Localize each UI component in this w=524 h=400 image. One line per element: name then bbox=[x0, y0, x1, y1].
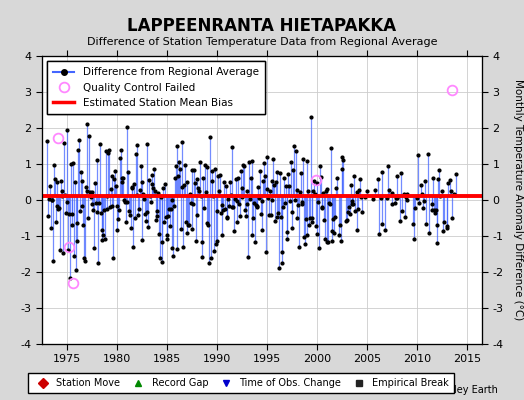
Y-axis label: Monthly Temperature Anomaly Difference (°C): Monthly Temperature Anomaly Difference (… bbox=[513, 79, 523, 321]
Text: Berkeley Earth: Berkeley Earth bbox=[426, 385, 498, 395]
Legend: Station Move, Record Gap, Time of Obs. Change, Empirical Break: Station Move, Record Gap, Time of Obs. C… bbox=[28, 374, 454, 393]
Title: LAPPEENRANTA HIETAPAKKA: LAPPEENRANTA HIETAPAKKA bbox=[127, 17, 397, 35]
Legend: Difference from Regional Average, Quality Control Failed, Estimated Station Mean: Difference from Regional Average, Qualit… bbox=[47, 61, 265, 114]
Text: Difference of Station Temperature Data from Regional Average: Difference of Station Temperature Data f… bbox=[87, 37, 437, 47]
